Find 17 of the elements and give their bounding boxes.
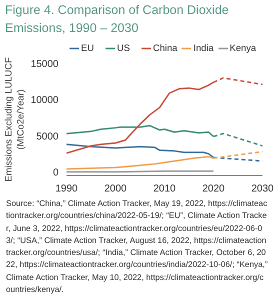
legend-label: Kenya [230, 43, 256, 53]
y-tick-label: 10000 [30, 95, 59, 106]
y-tick-label: 5000 [36, 131, 59, 142]
chart-title: Figure 4. Comparison of Carbon Dioxide Emissions, 1990 – 2030 [5, 2, 230, 36]
x-tick-label: 1990 [55, 184, 78, 194]
legend-label: India [193, 43, 214, 53]
x-tick-label: 2030 [251, 184, 274, 194]
x-tick-label: 2020 [202, 184, 226, 194]
legend-label: US [117, 43, 131, 53]
source-note: Source: “China,” Climate Action Tracker, May 19, 2022, https://climateactiontracker.org/countries/china/2022-05-19/; “EU”, Climate Action Tracker, June 3, 2022, https://climateactiontracker.org/countries/eu/2022-06-03/; “USA,” Climate Action Tracker, August 16, 2022, https://climateactiontracker.org/countries/usa/; “India,” Climate Action Tracker, October 6, 2022, https://climateactiontracker.org/countries/india/2022-10-06/; “Kenya,” Climate Action Tracker, May 10, 2022, https://climateactiontracker.org/countries/kenya/. [6, 198, 268, 296]
y-tick-label: 15000 [30, 59, 59, 70]
y-tick-label: 0 [52, 167, 59, 178]
legend-label: EU [81, 43, 95, 53]
x-tick-label: 2010 [153, 184, 176, 194]
x-tick-label: 2000 [104, 184, 128, 194]
legend-label: China [153, 43, 178, 53]
y-axis-title: Emissions Excluding LULUCF (MtCo2e/Year) [4, 56, 26, 182]
